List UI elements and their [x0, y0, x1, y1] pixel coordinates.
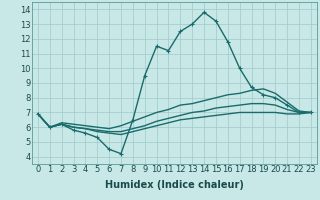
X-axis label: Humidex (Indice chaleur): Humidex (Indice chaleur) [105, 180, 244, 190]
